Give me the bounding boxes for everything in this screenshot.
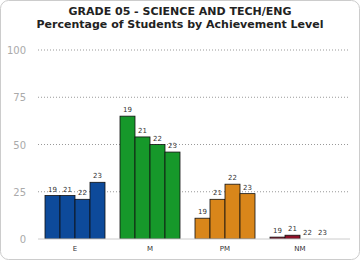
chart-container: GRADE 05 - SCIENCE AND TECH/ENGPercentag… xyxy=(0,0,360,260)
series-label: 23 xyxy=(318,229,327,237)
bar xyxy=(240,194,255,239)
bar xyxy=(60,196,75,239)
bar xyxy=(120,116,135,239)
bars xyxy=(45,116,300,239)
series-label: 22 xyxy=(78,189,87,197)
bar xyxy=(135,137,150,239)
bar xyxy=(150,145,165,240)
y-tick-label: 0 xyxy=(20,234,26,245)
series-label: 19 xyxy=(48,186,57,194)
x-tick-label: PM xyxy=(220,245,230,253)
bar xyxy=(75,199,90,239)
bar xyxy=(195,218,210,239)
bar xyxy=(45,196,60,239)
bar xyxy=(90,182,105,239)
chart-svg: GRADE 05 - SCIENCE AND TECH/ENGPercentag… xyxy=(0,0,360,260)
series-label: 23 xyxy=(168,142,177,150)
y-tick-label: 100 xyxy=(7,45,26,56)
series-label: 21 xyxy=(63,186,72,194)
bar xyxy=(225,184,240,239)
series-label: 23 xyxy=(93,172,102,180)
frame xyxy=(1,1,360,260)
bar xyxy=(165,152,180,239)
x-tick-label: NM xyxy=(294,245,305,253)
grid-line xyxy=(38,97,350,98)
x-axis xyxy=(38,239,350,240)
bar xyxy=(285,235,300,239)
x-tick-label: M xyxy=(147,245,153,253)
series-label: 22 xyxy=(153,135,162,143)
series-label: 22 xyxy=(228,174,237,182)
series-label: 21 xyxy=(138,127,147,135)
x-tick-label: E xyxy=(73,245,77,253)
grid-line xyxy=(38,50,350,51)
bar xyxy=(210,199,225,239)
series-label: 21 xyxy=(213,189,222,197)
series-label: 23 xyxy=(243,184,252,192)
series-label: 22 xyxy=(303,229,312,237)
y-tick-label: 25 xyxy=(13,187,26,198)
y-tick-label: 50 xyxy=(13,140,26,151)
y-tick-label: 75 xyxy=(13,92,26,103)
series-label: 19 xyxy=(273,227,282,235)
series-label: 19 xyxy=(123,106,132,114)
series-label: 21 xyxy=(288,225,297,233)
series-label: 19 xyxy=(198,208,207,216)
labels: 19 21 22 23 E 19 21 22 23 M 19 21 22 23 PM 19 21 22 23 NM xyxy=(48,106,327,253)
subtitle: Percentage of Students by Achievement Le… xyxy=(37,18,324,31)
title: GRADE 05 - SCIENCE AND TECH/ENG xyxy=(69,5,292,18)
grid-line xyxy=(38,144,350,145)
